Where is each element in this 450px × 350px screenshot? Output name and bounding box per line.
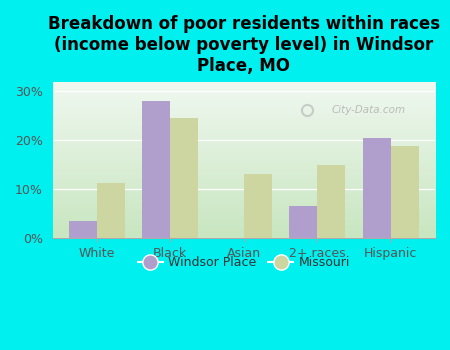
Bar bbox=[244, 174, 272, 238]
Bar bbox=[97, 183, 125, 238]
Title: Breakdown of poor residents within races
(income below poverty level) in Windsor: Breakdown of poor residents within races… bbox=[48, 15, 440, 75]
Bar bbox=[69, 221, 97, 238]
Bar bbox=[170, 118, 198, 238]
Bar bbox=[363, 138, 391, 238]
Text: City-Data.com: City-Data.com bbox=[332, 105, 406, 115]
Bar bbox=[142, 101, 170, 238]
Bar bbox=[391, 146, 419, 238]
Bar bbox=[317, 164, 345, 238]
Bar bbox=[289, 206, 317, 238]
Legend: Windsor Place, Missouri: Windsor Place, Missouri bbox=[131, 250, 356, 275]
